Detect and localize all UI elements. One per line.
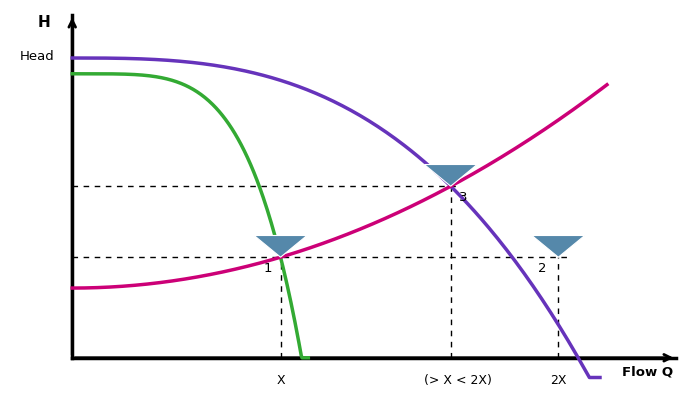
Text: Head: Head xyxy=(20,50,55,63)
Text: 1: 1 xyxy=(263,262,272,275)
Text: 2: 2 xyxy=(538,262,546,275)
Polygon shape xyxy=(254,236,307,257)
Text: 2X: 2X xyxy=(550,374,566,386)
Text: 3: 3 xyxy=(459,191,468,204)
Polygon shape xyxy=(424,164,477,186)
Polygon shape xyxy=(532,236,584,257)
Text: X: X xyxy=(276,374,285,386)
Text: H: H xyxy=(38,15,51,30)
Text: (> X < 2X): (> X < 2X) xyxy=(424,374,491,386)
Text: Flow Q: Flow Q xyxy=(622,366,673,379)
